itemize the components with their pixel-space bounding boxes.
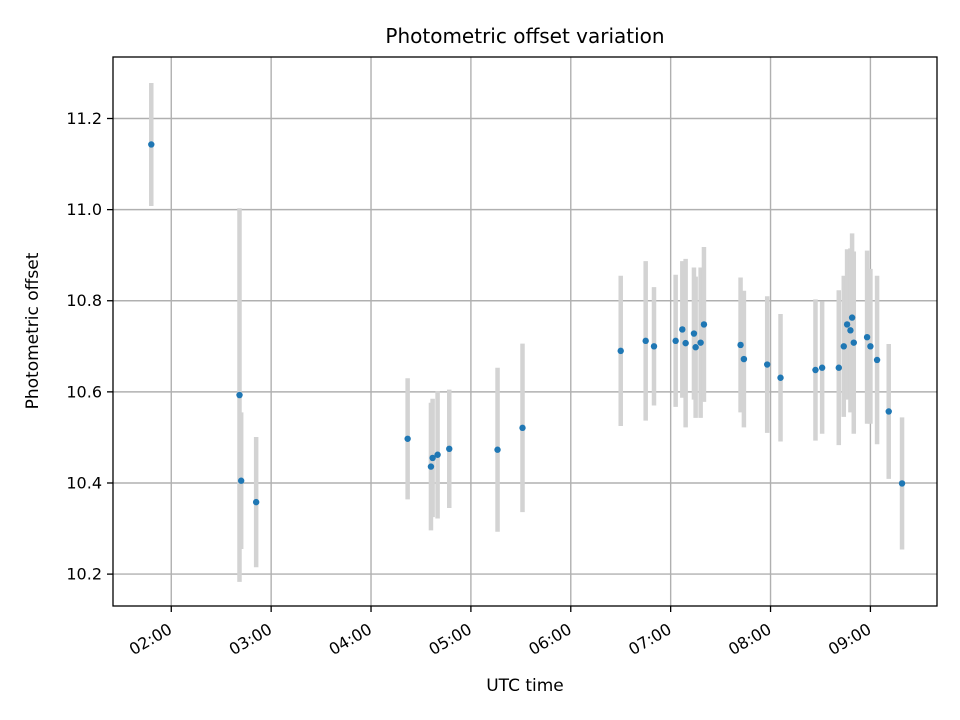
data-point [840, 343, 847, 350]
data-point [690, 330, 698, 337]
y-tick-label: 11.2 [66, 109, 102, 128]
data-point [148, 141, 155, 148]
data-point [700, 321, 708, 328]
y-tick-label: 10.6 [66, 382, 102, 401]
data-point [812, 366, 819, 374]
data-point [236, 391, 243, 399]
data-point [740, 355, 748, 363]
data-point [404, 435, 411, 442]
data-point [642, 337, 649, 345]
data-point [843, 321, 851, 328]
x-axis-label: UTC time [486, 676, 564, 696]
data-point [427, 463, 435, 470]
data-point [863, 333, 871, 341]
data-point [764, 361, 771, 368]
y-tick-label: 10.8 [66, 291, 102, 310]
y-axis-label: Photometric offset [23, 252, 43, 409]
data-point [818, 364, 826, 371]
data-point [617, 347, 624, 355]
data-point [494, 446, 501, 453]
data-point [898, 480, 906, 487]
data-point [519, 424, 526, 432]
data-point [650, 343, 658, 350]
data-point [867, 343, 874, 350]
data-point [835, 364, 842, 371]
data-point [850, 339, 857, 346]
data-point [252, 498, 260, 506]
data-point [682, 339, 689, 347]
y-tick-label: 10.2 [66, 565, 102, 584]
data-point [777, 374, 784, 381]
data-point [237, 477, 245, 484]
data-point [429, 454, 436, 462]
data-point [848, 314, 856, 321]
data-point [873, 356, 881, 364]
y-tick-label: 11.0 [66, 200, 102, 219]
data-point [697, 339, 704, 346]
data-point [446, 445, 453, 453]
data-point [847, 327, 854, 334]
data-point [737, 341, 744, 349]
y-tick-label: 10.4 [66, 473, 102, 492]
data-points [148, 141, 906, 506]
data-point [672, 337, 679, 345]
data-point [885, 408, 892, 415]
data-point [692, 344, 699, 351]
grid [113, 57, 937, 606]
data-point [434, 451, 441, 458]
chart-title: Photometric offset variation [385, 24, 664, 48]
data-point [679, 326, 686, 333]
plot-frame [112, 56, 938, 607]
